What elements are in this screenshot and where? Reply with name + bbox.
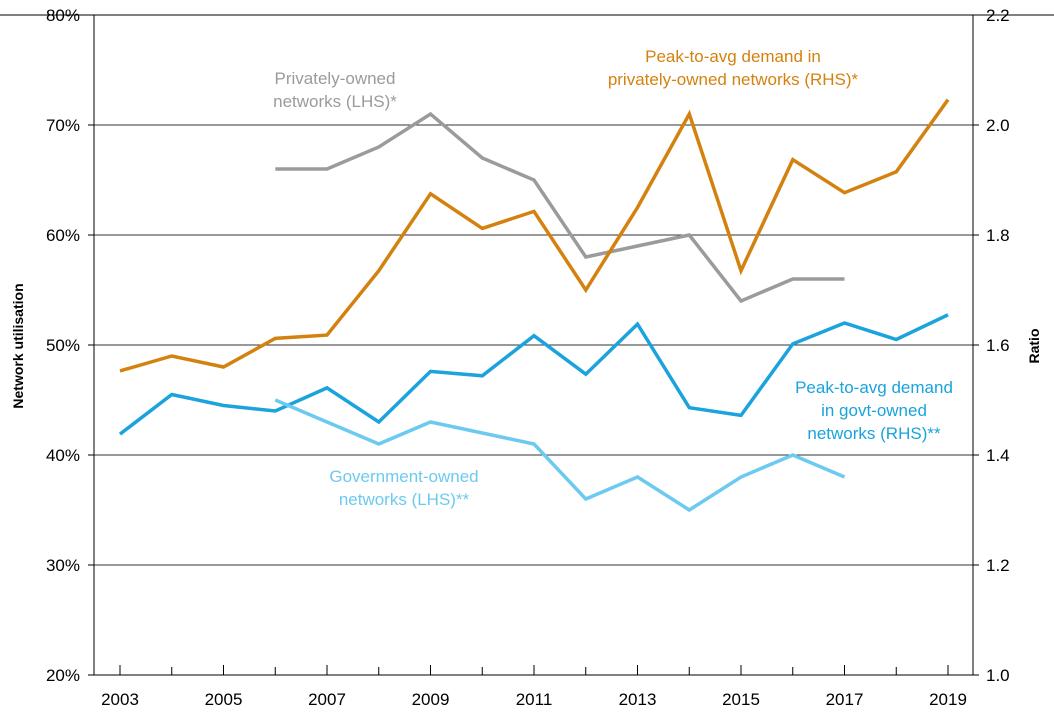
series-lines xyxy=(118,98,950,513)
right-axis-title: Ratio xyxy=(1026,329,1042,364)
left-axis-tick-label: 20% xyxy=(46,666,80,685)
x-axis-tick-label: 2011 xyxy=(516,690,553,709)
series-line-2 xyxy=(119,98,950,373)
right-axis-tick-label: 1.0 xyxy=(986,666,1010,685)
right-axis-tick-label: 1.4 xyxy=(986,446,1010,465)
annotation-1: Privately-owned networks (LHS)* xyxy=(273,69,397,111)
x-axis-tick-label: 2019 xyxy=(929,690,967,709)
x-axis-tick-label: 2007 xyxy=(308,690,346,709)
annotation-3: Peak-to-avg demand in govt-owned networks … xyxy=(795,378,953,443)
left-axis-tick-label: 40% xyxy=(46,446,80,465)
annotation-line: networks (LHS)** xyxy=(339,490,470,509)
annotation-line: Privately-owned xyxy=(275,69,396,88)
annotation-line: networks (LHS)* xyxy=(273,92,397,111)
annotation-2: Peak-to-avg demand in privately-owned net… xyxy=(608,47,859,89)
annotation-line: Peak-to-avg demand xyxy=(795,378,953,397)
x-axis-tick-label: 2017 xyxy=(826,690,864,709)
series-line-4 xyxy=(274,398,846,513)
series-annotations: Privately-owned networks (LHS)* Peak-to-av… xyxy=(273,47,953,509)
left-axis-tick-label: 80% xyxy=(46,6,80,25)
series-line-1 xyxy=(275,111,845,304)
left-axis-tick-label: 50% xyxy=(46,336,80,355)
x-axis-tick-label: 2015 xyxy=(722,690,760,709)
annotation-line: in govt-owned xyxy=(821,401,927,420)
annotation-line: Peak-to-avg demand in xyxy=(645,47,821,66)
right-axis-tick-label: 1.8 xyxy=(986,226,1010,245)
right-axis-tick-label: 1.2 xyxy=(986,556,1010,575)
left-axis-tick-label: 30% xyxy=(46,556,80,575)
annotation-4: Government-owned networks (LHS)** xyxy=(329,467,478,509)
series-line-3 xyxy=(118,313,949,436)
axes xyxy=(0,14,1054,676)
x-axis-tick-label: 2013 xyxy=(619,690,657,709)
x-axis-tick-label: 2003 xyxy=(101,690,139,709)
tick-labels: 80% 2.2 70% 2.0 60% 1.8 50% 1.6 40% 1.4 30% 1.2 20% 1… xyxy=(46,6,1010,709)
annotation-line: Government-owned xyxy=(329,467,478,486)
annotation-line: networks (RHS)** xyxy=(807,424,941,443)
x-axis-tick-label: 2009 xyxy=(412,690,450,709)
right-axis-tick-label: 2.2 xyxy=(986,6,1010,25)
left-axis-title: Network utilisation xyxy=(10,283,26,408)
x-axis-tick-label: 2005 xyxy=(205,690,243,709)
gridlines xyxy=(94,124,973,566)
right-axis-tick-label: 2.0 xyxy=(986,116,1010,135)
left-axis-tick-label: 70% xyxy=(46,116,80,135)
annotation-line: privately-owned networks (RHS)* xyxy=(608,70,859,89)
left-axis-tick-label: 60% xyxy=(46,226,80,245)
right-axis-tick-label: 1.6 xyxy=(986,336,1010,355)
